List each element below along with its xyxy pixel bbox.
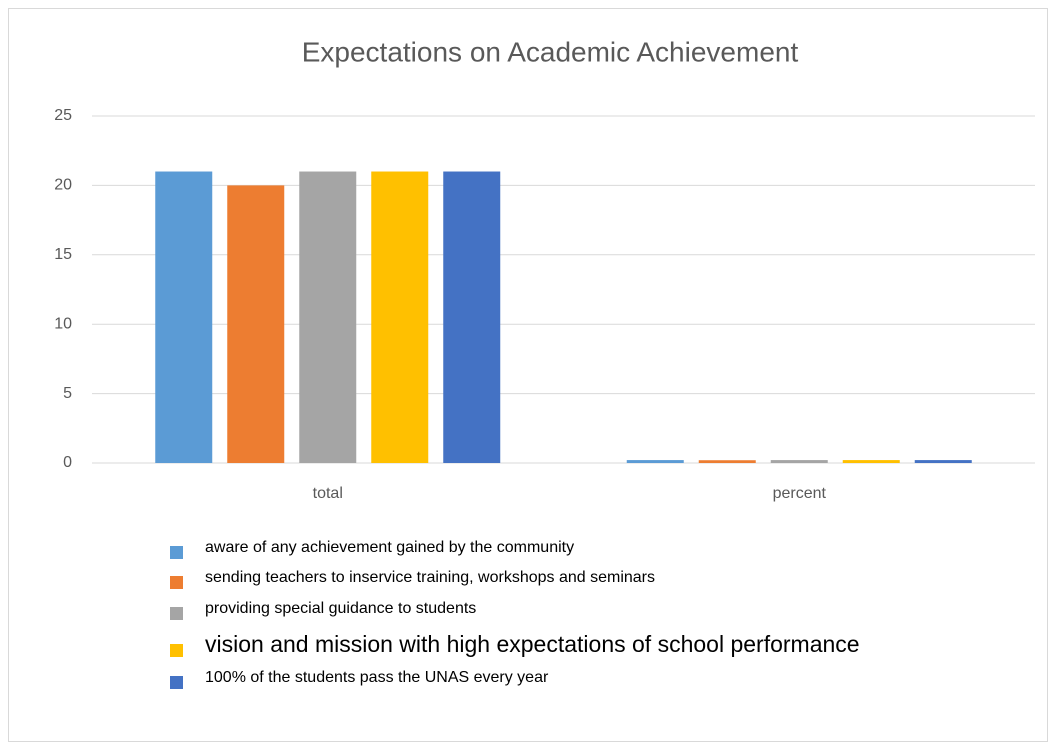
y-tick-label: 20 <box>54 177 72 194</box>
legend-label: 100% of the students pass the UNAS every… <box>205 669 549 686</box>
legend-swatch <box>170 576 183 589</box>
legend-label: vision and mission with high expectation… <box>205 631 860 657</box>
bar <box>842 460 900 463</box>
legend-swatch <box>170 676 183 689</box>
y-tick-label: 5 <box>63 385 72 402</box>
legend-swatch <box>170 607 183 620</box>
legend-label: providing special guidance to students <box>205 600 476 617</box>
y-tick-label: 15 <box>54 246 72 263</box>
y-tick-label: 0 <box>63 454 72 471</box>
bar <box>914 460 972 463</box>
bar <box>698 460 756 463</box>
bar <box>371 171 429 463</box>
bar <box>770 460 828 463</box>
bar <box>299 171 357 463</box>
x-tick-label: percent <box>773 485 827 502</box>
chart-title: Expectations on Academic Achievement <box>302 36 799 67</box>
x-tick-label: total <box>313 485 343 502</box>
legend-label: sending teachers to inservice training, … <box>205 569 655 586</box>
y-tick-label: 10 <box>54 315 72 332</box>
legend-label: aware of any achievement gained by the c… <box>205 539 574 556</box>
bar <box>626 460 684 463</box>
bar <box>155 171 213 463</box>
legend-swatch <box>170 644 183 657</box>
bar <box>443 171 501 463</box>
y-tick-label: 25 <box>54 107 72 124</box>
legend-swatch <box>170 546 183 559</box>
bar <box>227 185 285 463</box>
